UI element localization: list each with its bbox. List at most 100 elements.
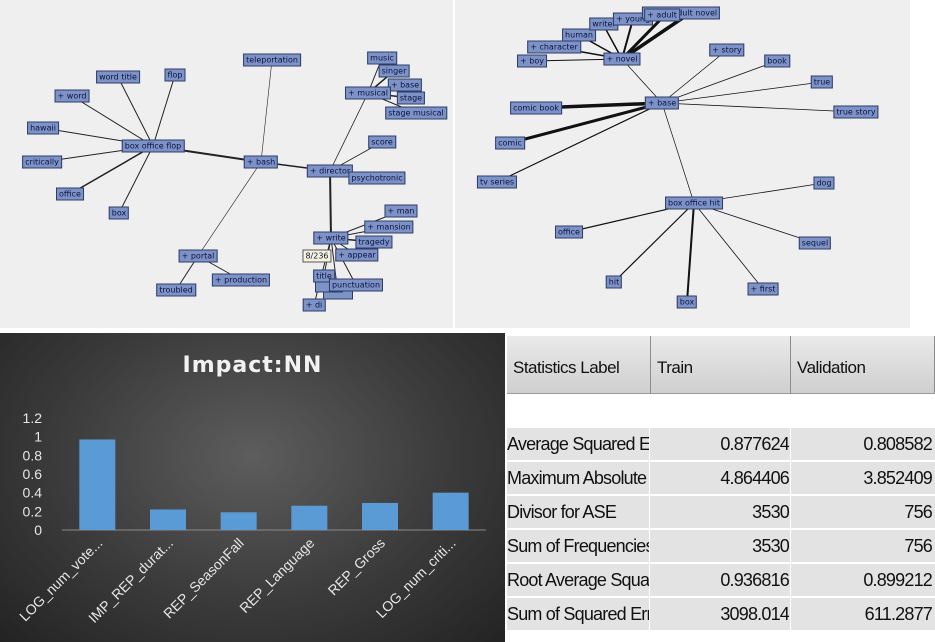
node-character[interactable]: + character — [527, 40, 581, 54]
chart-plot: 1.210.80.60.40.20LOG_num_vote...IMP_REP_… — [16, 410, 486, 626]
node-sequel[interactable]: sequel — [798, 236, 832, 250]
row-train-value: 3098.014 — [720, 604, 789, 624]
node-critically[interactable]: critically — [22, 155, 62, 169]
term-network-right: human writer + young young adult novel +… — [455, 0, 910, 328]
row-label: Average Squared Error — [507, 434, 649, 454]
table-row[interactable]: Maximum Absolute Err... 4.864406 3.85240… — [507, 462, 935, 495]
node-box-office-flop[interactable]: box office flop — [121, 139, 185, 153]
node-box[interactable]: box — [108, 206, 130, 220]
bar-5 — [432, 492, 469, 530]
node-count-tooltip: 8/236 — [302, 249, 332, 263]
node-comic-book[interactable]: comic book — [510, 101, 562, 115]
table-row[interactable]: Sum of Squared Errors 3098.014 611.2877 — [507, 598, 935, 631]
node-word-title[interactable]: word title — [96, 70, 140, 84]
y-tick-label: 1 — [34, 429, 42, 445]
row-validation-value: 3.852409 — [863, 468, 932, 488]
node-box[interactable]: box — [676, 295, 698, 309]
node-box-office-hit[interactable]: box office hit — [665, 196, 723, 210]
bar-0 — [79, 439, 116, 530]
node-troubled[interactable]: troubled — [156, 283, 196, 297]
node-mansion[interactable]: + mansion — [364, 220, 414, 234]
y-tick-label: 0.6 — [23, 466, 43, 482]
table-row[interactable]: Root Average Squared... 0.936816 0.89921… — [507, 564, 935, 597]
bar-3 — [291, 505, 328, 530]
node-flop[interactable]: flop — [164, 68, 186, 82]
node-dog[interactable]: dog — [813, 176, 835, 190]
node-stage-musical[interactable]: stage musical — [385, 106, 447, 120]
row-label: Sum of Squared Errors — [507, 604, 649, 624]
node-office[interactable]: office — [56, 187, 84, 201]
node-psychotronic[interactable]: psychotronic — [348, 171, 406, 185]
row-label: Sum of Frequencies — [507, 536, 649, 556]
table-row[interactable]: Divisor for ASE 3530 756 — [507, 496, 935, 529]
node-singer[interactable]: singer — [378, 64, 410, 78]
y-tick-label: 1.2 — [23, 410, 43, 426]
node-adult[interactable]: + adult — [644, 8, 680, 22]
node-book[interactable]: book — [764, 54, 790, 68]
node-production[interactable]: + production — [211, 273, 271, 287]
row-validation-value: 0.899212 — [863, 570, 932, 590]
column-header-validation[interactable]: Validation — [791, 336, 935, 394]
node-musical[interactable]: + musical — [344, 86, 392, 100]
node-punctuation[interactable]: punctuation — [328, 278, 384, 292]
term-network-left: box office flop word title flop + word h… — [0, 0, 453, 328]
column-header-statistics-label[interactable]: Statistics Label — [507, 336, 651, 394]
row-train-value: 0.936816 — [720, 570, 789, 590]
statistics-table: Statistics Label Train Validation Averag… — [507, 336, 935, 642]
row-label: Divisor for ASE — [507, 502, 617, 522]
node-comic[interactable]: comic — [495, 136, 525, 150]
node-stage[interactable]: stage — [396, 91, 426, 105]
x-tick-label: REP_Language — [236, 535, 317, 616]
row-train-value: 3530 — [752, 536, 789, 556]
node-hawaii[interactable]: hawaii — [27, 121, 59, 135]
node-base[interactable]: + base — [387, 78, 423, 92]
node-story[interactable]: + story — [709, 43, 745, 57]
node-appear[interactable]: + appear — [335, 248, 379, 262]
impact-nn-chart: Impact:NN 1.2 1 0.8 0.6 0.4 0.2 0 LOG_num_vote.… — [0, 333, 505, 642]
network-right-links — [496, 11, 857, 303]
row-label: Root Average Squared... — [507, 570, 649, 590]
node-word[interactable]: + word — [54, 89, 90, 103]
column-divider — [790, 394, 791, 642]
y-tick-label: 0 — [34, 522, 42, 538]
node-write[interactable]: + write — [313, 231, 349, 245]
node-first[interactable]: + first — [747, 282, 779, 296]
table-row[interactable]: Sum of Frequencies 3530 756 — [507, 530, 935, 563]
y-tick-label: 0.4 — [23, 485, 43, 501]
node-portal[interactable]: + portal — [178, 249, 218, 263]
node-boy[interactable]: + boy — [517, 54, 547, 68]
node-true[interactable]: true — [810, 75, 834, 89]
node-tv-series[interactable]: tv series — [476, 175, 518, 189]
y-tick-label: 0.2 — [23, 503, 43, 519]
y-tick-label: 0.8 — [23, 447, 43, 463]
node-director[interactable]: + director — [306, 164, 354, 178]
node-hit[interactable]: hit — [605, 275, 623, 289]
node-tragedy[interactable]: tragedy — [355, 235, 393, 249]
node-novel[interactable]: + novel — [603, 52, 641, 66]
x-tick-label: REP_Gross — [325, 535, 389, 599]
node-music[interactable]: music — [367, 51, 397, 65]
node-di[interactable]: + di — [302, 298, 326, 312]
node-score[interactable]: score — [368, 135, 396, 149]
node-man[interactable]: + man — [384, 204, 418, 218]
bar-4 — [362, 502, 398, 530]
node-true-story[interactable]: true story — [833, 105, 879, 119]
row-train-value: 4.864406 — [720, 468, 789, 488]
node-bash[interactable]: + bash — [243, 155, 279, 169]
row-validation-value: 756 — [904, 536, 932, 556]
node-office[interactable]: office — [555, 225, 583, 239]
row-train-value: 3530 — [752, 502, 789, 522]
node-teleportation[interactable]: teleportation — [243, 53, 301, 67]
bar-1 — [150, 509, 186, 530]
row-validation-value: 611.2877 — [864, 604, 932, 624]
bar-2 — [220, 512, 257, 530]
row-validation-value: 0.808582 — [863, 434, 932, 454]
chart-title: Impact:NN — [182, 353, 323, 378]
row-train-value: 0.877624 — [720, 434, 789, 454]
table-row[interactable]: Average Squared Error 0.877624 0.808582 — [507, 428, 935, 461]
row-label: Maximum Absolute Err... — [507, 468, 649, 488]
column-divider — [649, 394, 650, 642]
node-base[interactable]: + base — [644, 96, 680, 110]
column-header-train[interactable]: Train — [651, 336, 791, 394]
row-validation-value: 756 — [904, 502, 932, 522]
